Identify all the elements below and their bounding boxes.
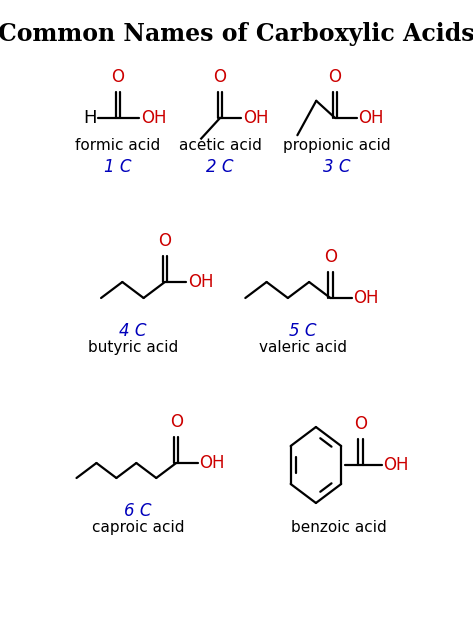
Text: OH: OH — [188, 273, 213, 291]
Text: 6 C: 6 C — [124, 502, 152, 520]
Text: acetic acid: acetic acid — [179, 138, 262, 153]
Text: 2 C: 2 C — [206, 158, 234, 176]
Text: caproic acid: caproic acid — [92, 520, 184, 535]
Text: OH: OH — [199, 454, 225, 472]
Text: O: O — [170, 413, 183, 431]
Text: O: O — [213, 68, 227, 86]
Text: OH: OH — [358, 109, 384, 127]
Text: 4 C: 4 C — [119, 322, 147, 340]
Text: O: O — [329, 68, 342, 86]
Text: O: O — [112, 68, 124, 86]
Text: Common Names of Carboxylic Acids: Common Names of Carboxylic Acids — [0, 22, 473, 46]
Text: H: H — [83, 109, 96, 127]
Text: OH: OH — [141, 109, 166, 127]
Text: formic acid: formic acid — [75, 138, 160, 153]
Text: 5 C: 5 C — [289, 322, 317, 340]
Text: O: O — [354, 415, 367, 433]
Text: 3 C: 3 C — [323, 158, 350, 176]
Text: propionic acid: propionic acid — [283, 138, 390, 153]
Text: OH: OH — [353, 289, 379, 307]
Text: valeric acid: valeric acid — [259, 340, 347, 355]
Text: O: O — [158, 232, 171, 250]
Text: OH: OH — [243, 109, 269, 127]
Text: benzoic acid: benzoic acid — [291, 520, 387, 535]
Text: OH: OH — [384, 456, 409, 474]
Text: O: O — [324, 248, 337, 266]
Text: 1 C: 1 C — [104, 158, 131, 176]
Text: butyric acid: butyric acid — [88, 340, 178, 355]
